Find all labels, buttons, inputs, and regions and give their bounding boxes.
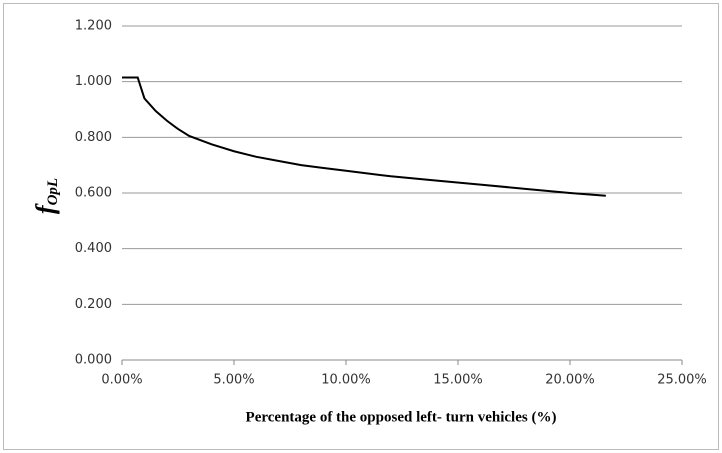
x-axis-label: Percentage of the opposed left- turn veh…: [246, 409, 557, 425]
y-tick-label: 0.800: [75, 130, 112, 145]
x-tick-label: 20.00%: [545, 373, 595, 388]
y-tick-label: 1.200: [75, 19, 112, 34]
y-axis-label-group: fOpL: [31, 178, 61, 214]
line: [122, 76, 606, 197]
x-tick-label: 25.00%: [657, 373, 707, 388]
y-label-sub: OpL: [45, 178, 61, 206]
y-tick-label: 0.000: [75, 353, 112, 368]
x-tick-label: 0.00%: [101, 373, 142, 388]
x-tick-label: 15.00%: [433, 373, 483, 388]
y-tick-label: 0.200: [75, 297, 112, 312]
y-tick-label: 0.400: [75, 241, 112, 256]
y-axis-label: fOpL: [31, 178, 61, 214]
x-tick-label: 10.00%: [321, 373, 371, 388]
y-label-main: f: [31, 203, 60, 214]
y-tick-label: 1.000: [75, 74, 112, 89]
y-tick-label: 0.600: [75, 186, 112, 201]
x-tick-label: 5.00%: [213, 373, 254, 388]
